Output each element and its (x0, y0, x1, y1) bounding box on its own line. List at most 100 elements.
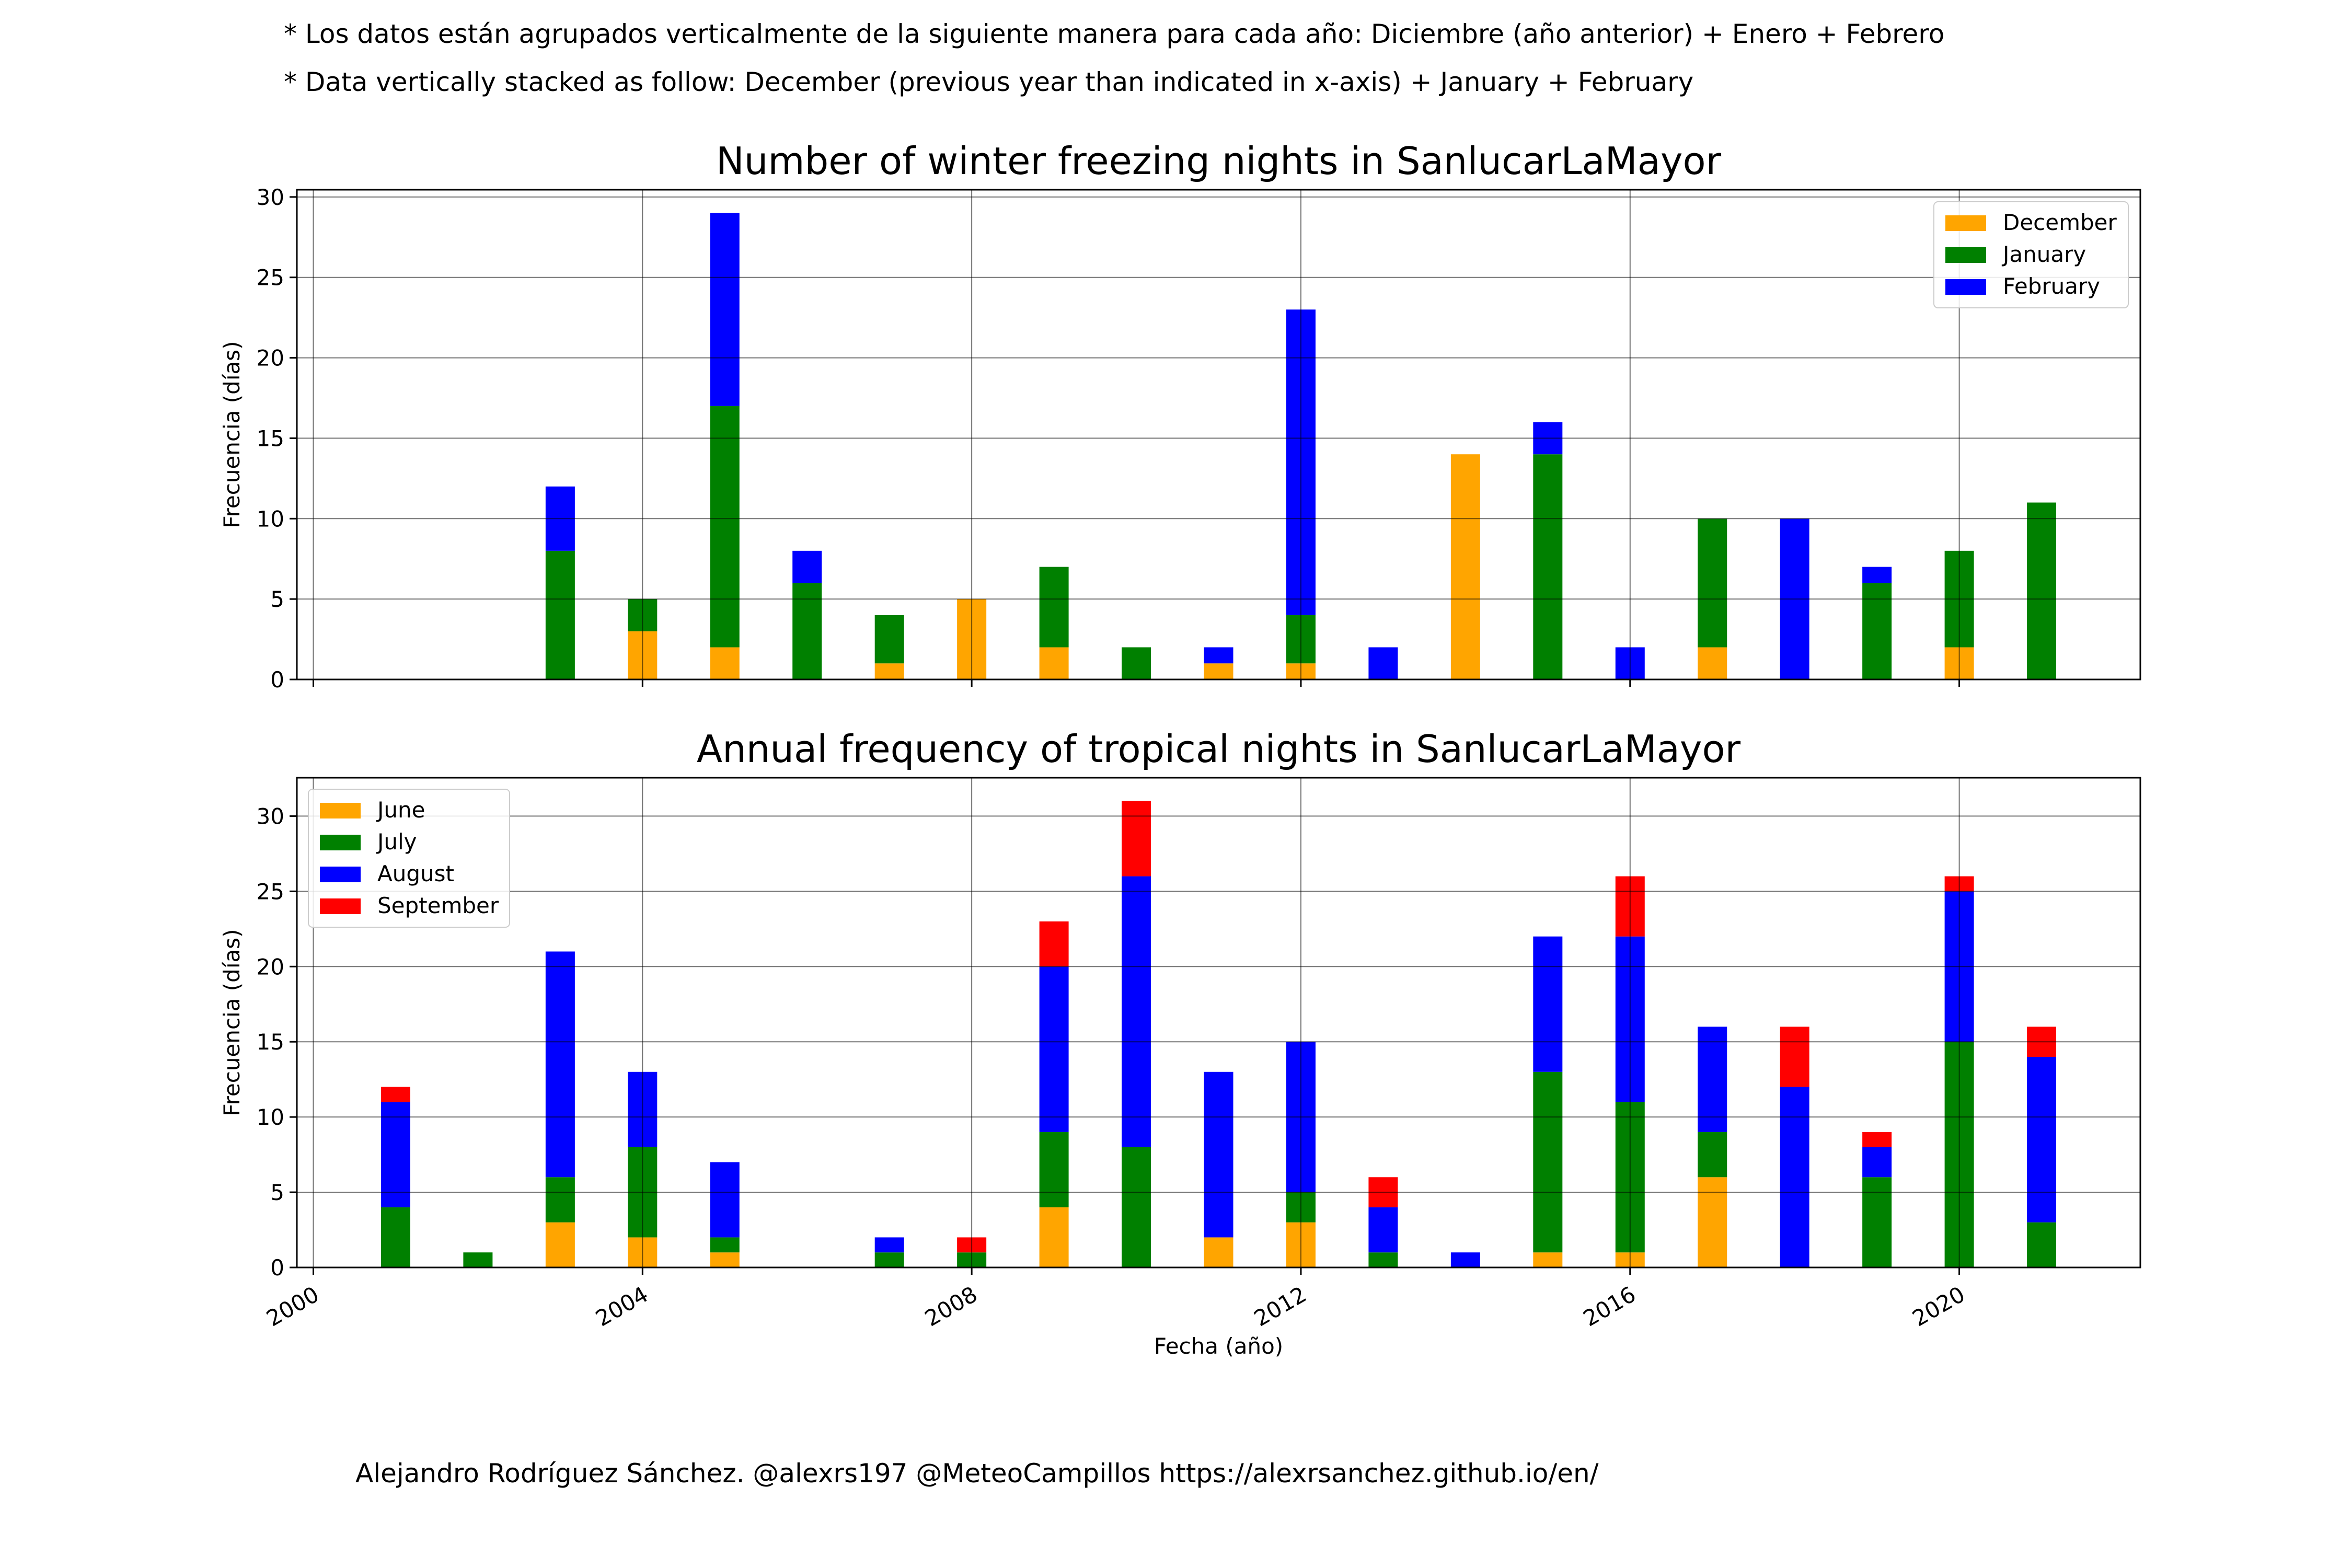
legend-swatch-september (320, 898, 361, 914)
bar-february-2011 (1204, 647, 1233, 664)
bar-august-2005 (710, 1162, 740, 1238)
y-tick-label: 15 (257, 425, 284, 451)
bar-august-2018 (1780, 1087, 1809, 1267)
bar-june-2011 (1204, 1237, 1233, 1267)
bar-september-2009 (1039, 921, 1069, 967)
x-tick-label: 2012 (1250, 1281, 1311, 1331)
bar-july-2009 (1039, 1132, 1069, 1207)
bar-january-2007 (874, 615, 904, 664)
legend-label-january: January (2001, 241, 2086, 267)
bar-august-2003 (545, 951, 575, 1178)
bar-july-2005 (710, 1237, 740, 1253)
bar-july-2015 (1533, 1071, 1563, 1253)
bar-july-2013 (1368, 1252, 1398, 1267)
bar-september-2010 (1122, 801, 1151, 877)
legend-label-september: September (377, 893, 499, 918)
bar-august-2010 (1122, 876, 1151, 1147)
bar-february-2019 (1862, 567, 1892, 583)
bar-june-2015 (1533, 1252, 1563, 1267)
bar-december-2005 (710, 647, 740, 679)
bar-january-2006 (792, 583, 822, 679)
y-tick-label: 0 (270, 1255, 284, 1281)
bar-december-2007 (874, 663, 904, 679)
bar-june-2017 (1698, 1177, 1727, 1267)
legend-swatch-july (320, 835, 361, 850)
legend-swatch-february (1945, 279, 1986, 295)
y-tick-label: 15 (257, 1029, 284, 1055)
x-axis-label: Fecha (año) (1154, 1333, 1283, 1359)
legend-label-july: July (376, 829, 417, 855)
y-tick-label: 5 (270, 586, 284, 612)
bar-september-2001 (381, 1087, 410, 1102)
legend-label-december: December (2003, 210, 2117, 235)
bar-february-2006 (792, 550, 822, 583)
y-tick-label: 20 (257, 345, 284, 371)
plot-frame (296, 777, 2141, 1269)
legend: June July August September (308, 789, 510, 928)
y-axis-label: Frecuencia (días) (219, 929, 245, 1116)
chart-2: Annual frequency of tropical nights in S… (219, 727, 2141, 1359)
legend: December January February (1933, 201, 2129, 308)
bar-december-2017 (1698, 647, 1727, 679)
bar-january-2021 (2027, 502, 2057, 679)
bar-january-2005 (710, 406, 740, 648)
y-tick-label: 0 (270, 667, 284, 693)
bar-june-2003 (545, 1222, 575, 1267)
author-credit: Alejandro Rodríguez Sánchez. @alexrs197 … (355, 1458, 1599, 1489)
bar-july-2017 (1698, 1132, 1727, 1178)
bar-august-2009 (1039, 966, 1069, 1132)
bar-august-2014 (1450, 1252, 1480, 1267)
bar-july-2019 (1862, 1177, 1892, 1267)
y-tick-label: 30 (257, 803, 284, 829)
bar-june-2009 (1039, 1207, 1069, 1267)
bar-january-2009 (1039, 567, 1069, 648)
x-tick-label: 2008 (920, 1281, 982, 1331)
y-tick-label: 5 (270, 1180, 284, 1205)
y-tick-label: 25 (257, 265, 284, 291)
bar-august-2011 (1204, 1071, 1233, 1238)
bar-january-2019 (1862, 583, 1892, 679)
y-tick-label: 20 (257, 954, 284, 979)
legend-swatch-june (320, 803, 361, 818)
x-tick-label: 2016 (1579, 1281, 1640, 1331)
english-stacking-note: * Data vertically stacked as follow: Dec… (284, 67, 1694, 97)
legend-label-august: August (377, 861, 454, 886)
bar-september-2019 (1862, 1132, 1892, 1147)
chart-title: Number of winter freezing nights in Sanl… (716, 139, 1722, 183)
legend-frame (308, 789, 510, 928)
legend-label-february: February (2003, 273, 2100, 299)
bar-december-2014 (1450, 454, 1480, 679)
y-tick-label: 10 (257, 506, 284, 532)
chart-title: Annual frequency of tropical nights in S… (697, 727, 1741, 771)
plot-frame (296, 189, 2141, 681)
legend-swatch-august (320, 867, 361, 882)
x-tick-label: 2000 (262, 1281, 323, 1331)
bar-august-2019 (1862, 1147, 1892, 1178)
bar-january-2003 (545, 550, 575, 679)
spanish-stacking-note: * Los datos están agrupados verticalment… (284, 19, 1945, 49)
y-axis-label: Frecuencia (días) (219, 341, 245, 528)
bar-december-2009 (1039, 647, 1069, 679)
legend-swatch-december (1945, 215, 1986, 231)
legend-swatch-january (1945, 247, 1986, 263)
x-tick-label: 2020 (1908, 1281, 1969, 1331)
bar-january-2015 (1533, 454, 1563, 679)
bar-august-2001 (381, 1102, 410, 1207)
bar-july-2001 (381, 1207, 410, 1267)
bar-february-2013 (1368, 647, 1398, 679)
bar-august-2007 (874, 1237, 904, 1253)
bar-august-2015 (1533, 936, 1563, 1072)
bar-july-2002 (463, 1252, 493, 1267)
bar-july-2003 (545, 1177, 575, 1223)
bar-august-2021 (2027, 1056, 2057, 1223)
bar-july-2007 (874, 1252, 904, 1267)
bar-february-2005 (710, 213, 740, 406)
legend-label-june: June (376, 797, 425, 823)
bar-july-2021 (2027, 1222, 2057, 1267)
bar-december-2011 (1204, 663, 1233, 679)
bar-july-2010 (1122, 1147, 1151, 1267)
bar-august-2017 (1698, 1027, 1727, 1132)
x-tick-label: 2004 (591, 1281, 652, 1331)
y-tick-label: 10 (257, 1104, 284, 1130)
